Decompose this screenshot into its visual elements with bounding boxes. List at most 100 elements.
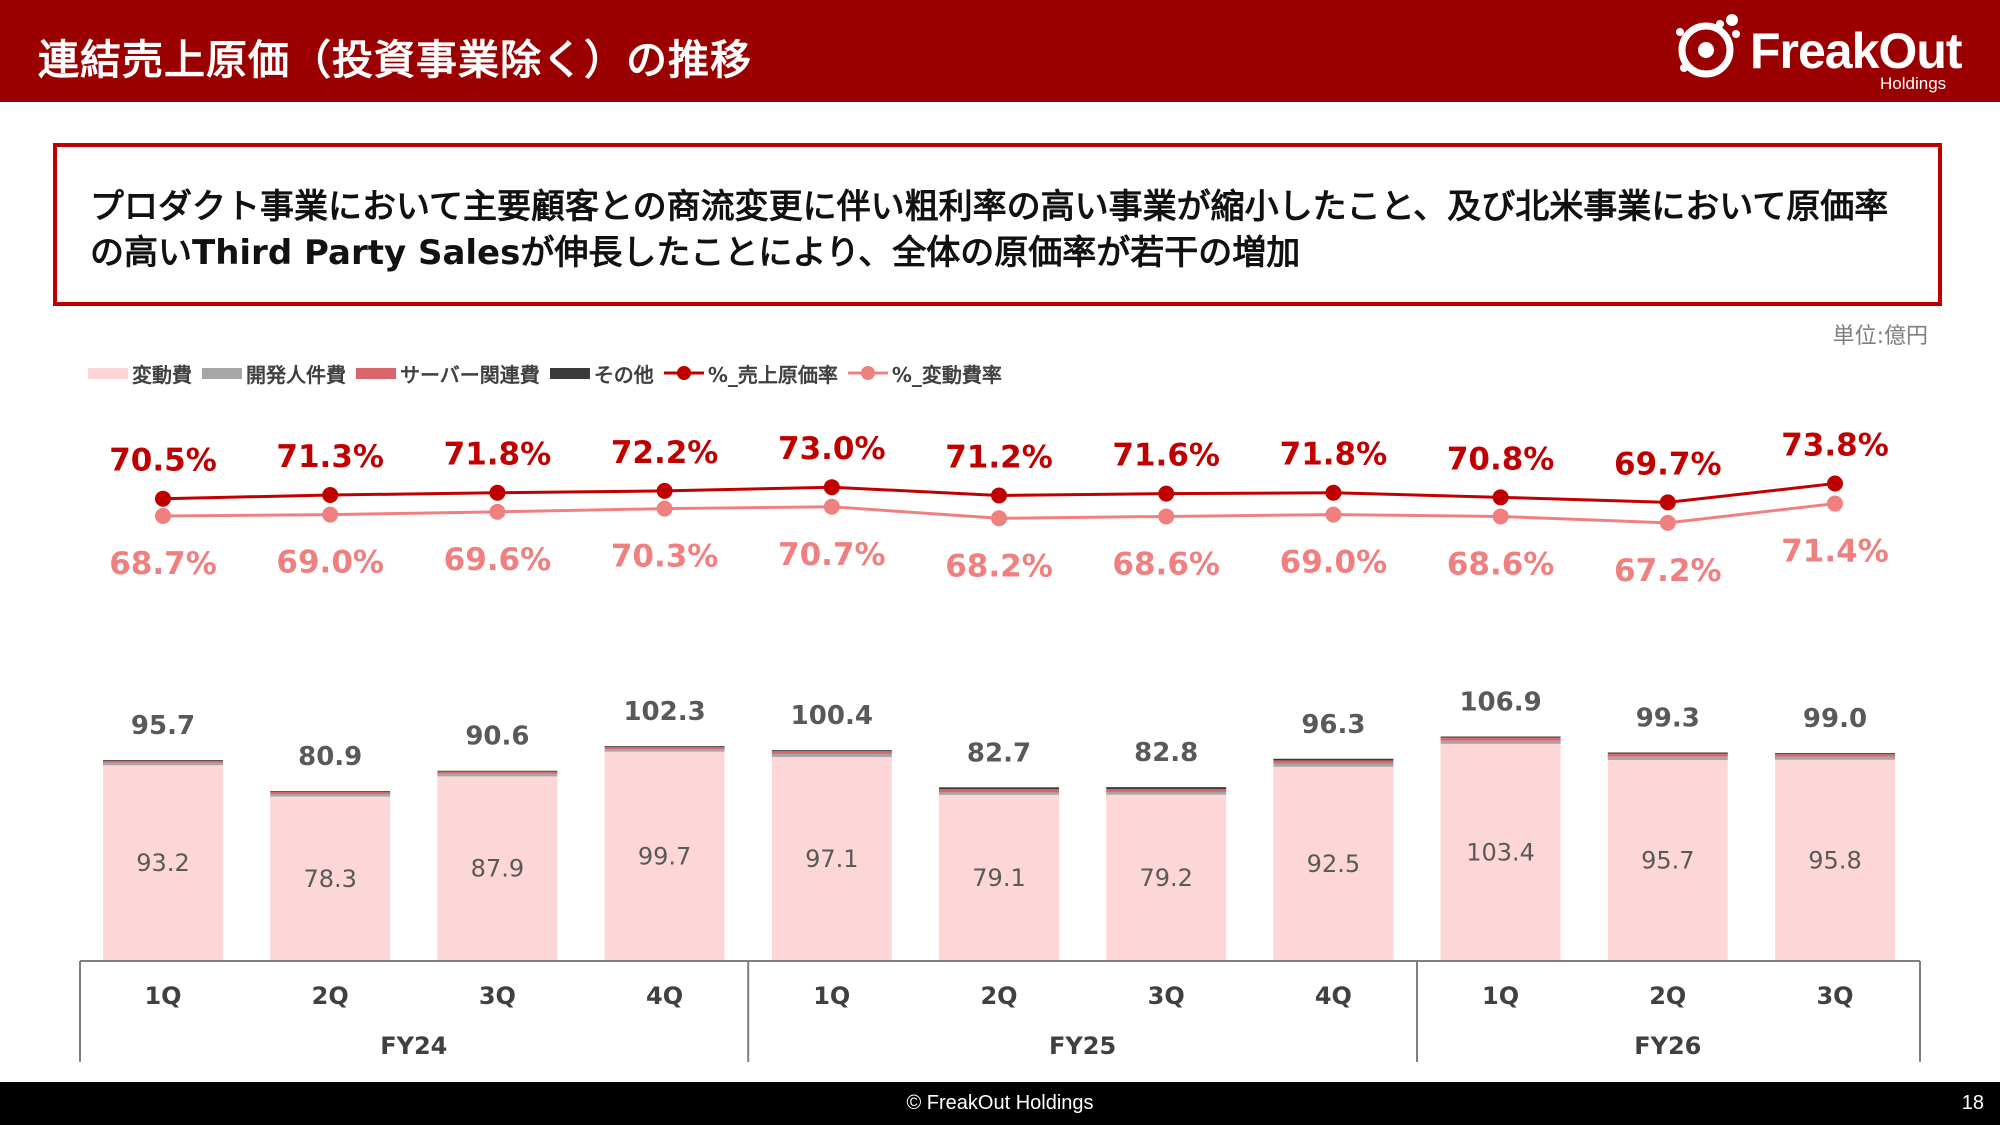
legend-swatch-server	[356, 367, 396, 379]
logo-mark-icon	[1676, 14, 1740, 78]
label-variable-rate: 68.7%	[109, 546, 217, 582]
x-tick-label: 2Q	[980, 982, 1017, 1010]
bar-segment-server	[1775, 754, 1895, 757]
legend-item-other: その他	[549, 359, 654, 388]
bar-total-label: 106.9	[1459, 688, 1541, 718]
x-tick-label: 4Q	[1315, 982, 1352, 1010]
bar-total-label: 80.9	[298, 742, 362, 772]
point-variable-rate	[991, 510, 1007, 527]
fiscal-year-label: FY25	[1049, 1032, 1116, 1060]
bar-value-label: 93.2	[136, 849, 189, 877]
label-variable-rate: 69.0%	[1280, 545, 1388, 581]
point-variable-rate	[1325, 506, 1342, 523]
x-tick-label: 1Q	[144, 982, 181, 1010]
logo-subtext: Holdings	[1880, 74, 1947, 93]
x-tick-label: 3Q	[479, 982, 516, 1010]
legend-label: %_変動費率	[891, 362, 1002, 387]
bar-segment-other	[604, 746, 725, 748]
label-variable-rate: 70.7%	[778, 537, 886, 573]
point-cost-rate	[1492, 489, 1509, 506]
bar-total-label: 99.0	[1803, 704, 1867, 734]
label-variable-rate: 68.6%	[1112, 546, 1220, 582]
point-cost-rate	[1325, 484, 1342, 501]
legend-item-dev: 開発人件費	[202, 359, 346, 388]
x-tick-label: 3Q	[1148, 982, 1185, 1010]
legend-label: 変動費	[132, 362, 192, 387]
bar-value-label: 95.7	[1641, 847, 1694, 875]
bar-segment-dev	[1775, 756, 1895, 760]
point-cost-rate	[1827, 475, 1843, 492]
point-cost-rate	[991, 487, 1007, 504]
label-cost-rate: 71.3%	[276, 439, 384, 475]
bar-segment-other	[103, 760, 223, 761]
bar-segment-dev	[604, 749, 725, 752]
point-variable-rate	[1659, 514, 1676, 531]
fiscal-year-label: FY26	[1634, 1032, 1701, 1060]
label-cost-rate: 73.8%	[1781, 428, 1889, 464]
point-cost-rate	[656, 482, 673, 499]
point-cost-rate	[489, 484, 506, 501]
page-number: 18	[1961, 1092, 1984, 1114]
x-tick-label: 2Q	[1649, 982, 1686, 1010]
bar-segment-dev	[270, 794, 391, 797]
point-variable-rate	[155, 507, 171, 524]
bar-segment-other	[771, 750, 892, 752]
label-variable-rate: 71.4%	[1781, 534, 1889, 570]
x-tick-label: 4Q	[646, 982, 683, 1010]
bar-segment-dev	[437, 773, 558, 777]
bar-value-label: 78.3	[303, 865, 356, 893]
bar-segment-variable	[270, 796, 391, 961]
label-cost-rate: 70.8%	[1447, 441, 1555, 477]
label-variable-rate: 69.6%	[444, 542, 552, 578]
bar-segment-server	[604, 747, 725, 750]
page-title: 連結売上原価（投資事業除く）の推移	[38, 36, 752, 84]
bar-segment-other	[1775, 753, 1895, 755]
point-variable-rate	[322, 506, 339, 523]
legend-line-variable-rate-icon	[847, 366, 888, 380]
bar-segment-other	[437, 770, 558, 772]
bar-total-label: 90.6	[465, 722, 529, 752]
company-logo: FreakOut Holdings	[1670, 8, 1970, 96]
bar-total-label: 95.7	[131, 711, 195, 741]
bar-segment-dev	[771, 753, 892, 758]
legend-swatch-dev	[202, 367, 242, 379]
bar-segment-dev	[103, 762, 223, 766]
bar-segment-dev	[1106, 791, 1227, 795]
legend-label: その他	[593, 362, 654, 387]
bar-segment-variable	[1106, 794, 1227, 961]
bar-segment-dev	[1607, 756, 1728, 761]
label-variable-rate: 68.6%	[1447, 546, 1555, 582]
legend-line-cost-rate-icon	[663, 366, 704, 380]
bar-segment-server	[270, 791, 391, 795]
point-cost-rate	[322, 487, 339, 504]
unit-label: 単位:億円	[1832, 324, 1928, 349]
bar-segment-other	[1106, 787, 1227, 790]
bar-segment-other	[270, 791, 391, 792]
x-tick-label: 2Q	[312, 982, 349, 1010]
legend-item-server: サーバー関連費	[356, 359, 540, 388]
bar-segment-dev	[1440, 740, 1561, 744]
bar-segment-other	[1273, 758, 1394, 761]
bar-total-label: 82.8	[1134, 738, 1198, 768]
bar-segment-server	[1273, 760, 1394, 764]
label-cost-rate: 70.5%	[109, 443, 217, 479]
bar-segment-other	[1440, 736, 1561, 738]
bar-segment-server	[771, 751, 892, 754]
label-variable-rate: 70.3%	[611, 539, 719, 575]
x-tick-label: 3Q	[1816, 982, 1853, 1010]
bar-total-label: 99.3	[1636, 703, 1700, 733]
point-variable-rate	[489, 503, 506, 520]
bar-value-label: 97.1	[805, 845, 858, 873]
bar-segment-other	[939, 787, 1059, 790]
fiscal-year-label: FY24	[380, 1032, 447, 1060]
bar-segment-variable	[1775, 759, 1895, 961]
legend-label: 開発人件費	[246, 362, 346, 387]
legend-label: %_売上原価率	[707, 362, 838, 387]
label-cost-rate: 72.2%	[611, 435, 719, 471]
label-cost-rate: 69.7%	[1614, 446, 1722, 482]
bar-segment-variable	[437, 776, 558, 961]
x-tick-label: 1Q	[1482, 982, 1519, 1010]
point-variable-rate	[1492, 508, 1509, 525]
label-cost-rate: 71.8%	[1280, 437, 1388, 473]
legend-label: サーバー関連費	[400, 362, 540, 387]
